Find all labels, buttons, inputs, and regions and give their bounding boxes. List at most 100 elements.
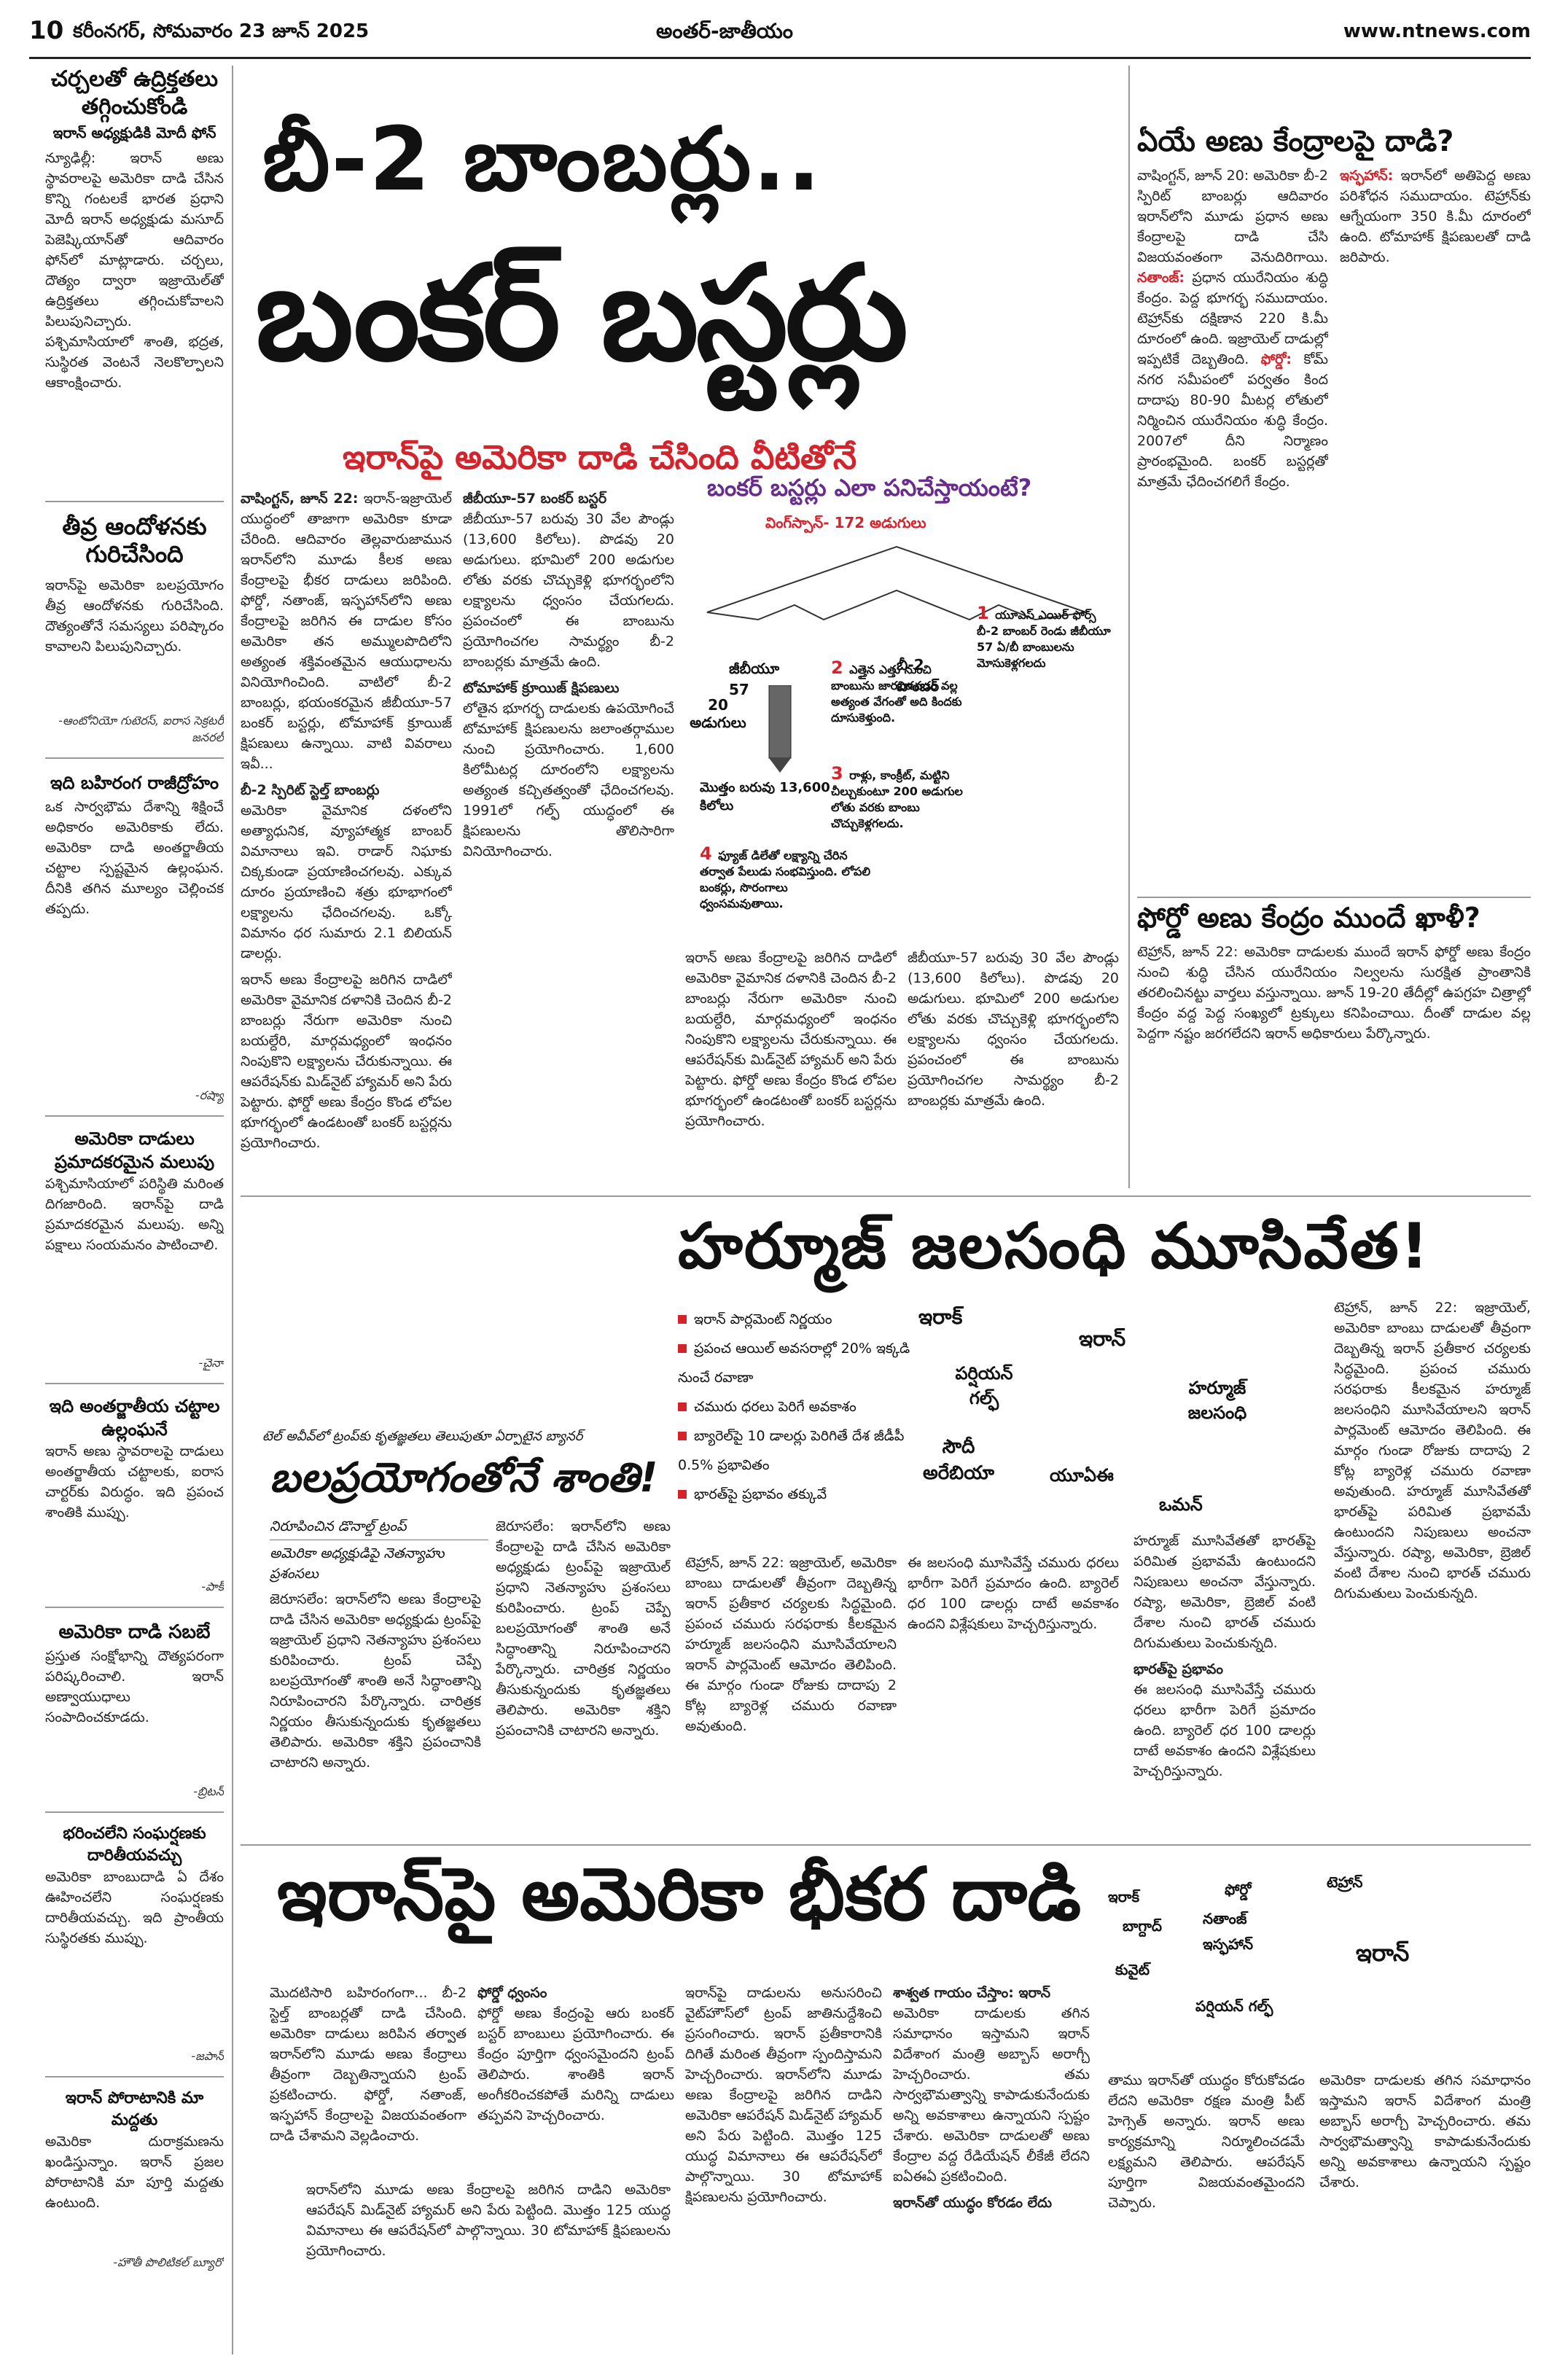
step-1: 1 యూఎస్ ఎయిర్ ఫోర్స్ బీ-2 బాంబర్‌ రెండు …	[977, 604, 1115, 671]
bottom-body7: తాము ఇరాన్‌తో యుద్ధం కోరుకోవడం లేదని అమె…	[1108, 2072, 1305, 2211]
natanz-label: నతాంజ్:	[1137, 270, 1185, 286]
trump-title: బలప్రయోగంతోనే శాంతి!	[270, 1454, 658, 1502]
hormuz-body2: హర్మూజ్ మూసివేతతో భారత్‌పై పరిమిత ప్రభావ…	[1133, 1533, 1316, 1651]
brief-credit: -హౌతీ పొలిటికల్ బ్యూరో	[113, 2255, 224, 2269]
hormuz-col3: హర్మూజ్ మూసివేతతో భారత్‌పై పరిమిత ప్రభావ…	[1133, 1531, 1316, 1844]
bottom-title: ఇరాన్‌పై అమెరికా భీకర దాడి	[277, 1852, 1082, 1937]
bomb-body	[768, 685, 792, 759]
brief-body: పశ్చిమాసియాలో పరిస్థితి మరింత దిగజారింది…	[45, 1176, 224, 1253]
bomber-label: బీ-2 బాంబర్	[897, 656, 940, 695]
hormuz-body1: టెహ్రాన్, జూన్ 22: ఇజ్రాయెల్, అమెరికా బా…	[685, 1555, 897, 1734]
right-mid-body: టెహ్రాన్, జూన్ 22: అమెరికా దాడులకు ముందే…	[1137, 944, 1531, 1042]
hormuz-body3: ఈ జలసంధి మూసివేస్తే చమురు ధరలు భారీగా పె…	[908, 1555, 1119, 1632]
body-gbu: జీబీయూ-57 బరువు 30 వేల పౌండ్లు (13,600 క…	[463, 511, 674, 670]
bottom-col4: శాశ్వత గాయం చేస్తాం: ఇరాన్ అమెరికా దాడుల…	[893, 1983, 1090, 2347]
infographic-title: బంకర్ బస్టర్లు ఎలా పనిచేస్తాయంటే?	[707, 474, 1032, 502]
body-b2: అమెరికా వైమానిక దళంలోని అత్యాధునిక, వ్యూ…	[241, 803, 452, 961]
trump-deck1: నిరూపించిన డొనాల్డ్ ట్రంప్	[270, 1518, 407, 1534]
bottom-col2: ఫోర్డో ధ్వంసం ఫోర్డో అణు కేంద్రంపై ఆరు బ…	[477, 1983, 674, 2172]
bottom-body5: అమెరికా దాడులకు తగిన సమాధానం ఇస్తామని ఇర…	[893, 2005, 1090, 2144]
bottom-body3-cont: ఇరాన్‌లోని మూడు అణు కేంద్రాలపై జరిగిన దా…	[685, 2067, 882, 2205]
hormuz-map: ఇరాక్ ఇరాన్ పర్షియన్ గల్ఫ్ హర్మూజ్ జలసంధ…	[918, 1298, 1327, 1516]
hormuz-bullet: భారత్‌పై ప్రభావం తక్కువే	[678, 1480, 911, 1509]
sub-b2: బీ-2 స్పిరిట్ స్టెల్త్ బాంబర్లు	[241, 782, 380, 798]
main-story-col2: జీబీయూ-57 బంకర్ బస్టర్ జీబీయూ-57 బరువు 3…	[463, 488, 674, 1188]
hormuz-col2: ఈ జలసంధి మూసివేస్తే చమురు ధరలు భారీగా పె…	[908, 1553, 1119, 1844]
map-label-baghdad: బాగ్దాద్	[1123, 1917, 1162, 1935]
brief-7: భరించలేని సంఘర్షణకు దారితీయవచ్చు అమెరికా…	[45, 1823, 224, 2066]
bottom-sub-fordo: ఫోర్డో ధ్వంసం	[477, 1985, 547, 2001]
bottom-col3: ఇరాన్‌పై దాడులను అనుసరించి వైట్‌హౌస్‌లో …	[685, 1983, 882, 2347]
bottom-col-wide: ఇరాన్‌లోని మూడు అణు కేంద్రాలపై జరిగిన దా…	[306, 2180, 671, 2347]
divider	[45, 1383, 224, 1384]
brief-5: ఇది అంతర్జాతీయ చట్టాల ఉల్లంఘనే ఇరాన్ అణు…	[45, 1394, 224, 1596]
brief-title: ఇది బహిరంగ రాజీద్రోహం	[50, 773, 219, 793]
brief-title: అమెరికా దాడి సబబే	[58, 1621, 211, 1643]
map-label-gulf: పర్షియన్ గల్ఫ్	[955, 1363, 1013, 1408]
bomb-tip	[769, 758, 791, 773]
step-3-number: 3	[831, 763, 850, 784]
wingspan-label: వింగ్‌స్పాన్- 172 అడుగులు	[765, 514, 926, 531]
main-right-rule	[1128, 66, 1130, 1188]
step-4-number: 4	[700, 843, 719, 864]
main-title-line1: బీ-2 బాంబర్లు..	[262, 109, 822, 211]
bottom-body1: మొదటిసారి బహిరంగంగా... బీ-2 స్టెల్త్ బాం…	[270, 1985, 467, 2144]
hormuz-col4: టెహ్రాన్, జూన్ 22: ఇజ్రాయెల్, అమెరికా బా…	[1334, 1298, 1531, 1844]
isfahan-body: ఇరాన్‌లో అతిపెద్ద అణు పరిశోధన సముదాయం. ట…	[1340, 168, 1531, 265]
sub-gbu: జీబీయూ-57 బంకర్ బస్టర్	[463, 491, 607, 507]
bomb-label: జీబీయూ 57	[729, 660, 780, 698]
section-name: అంతర్-జాతీయం	[656, 19, 793, 43]
brief-credit: -జపాన్	[191, 2049, 224, 2063]
brief-body: న్యూఢిల్లీ: ఇరాన్ అణు స్థావరాలపై అమెరికా…	[45, 150, 224, 391]
map-label-iran: ఇరాన్	[1356, 1939, 1410, 1967]
brief-6: అమెరికా దాడి సబబే ప్రస్తుత సంక్షోభాన్ని …	[45, 1618, 224, 1801]
brief-1: చర్చలతో ఉద్రిక్తతలు తగ్గించుకోండి ఇరాన్ …	[45, 66, 224, 491]
trump-body-col2: జెరూసలేం: ఇరాన్‌లోని అణు కేంద్రాలపై దాడి…	[496, 1518, 671, 1739]
bottom-body7-cont: అమెరికా దాడులకు తగిన సమాధానం ఇస్తామని ఇర…	[1319, 2072, 1531, 2190]
bottom-body4: ఇరాన్‌పై దాడులను అనుసరించి వైట్‌హౌస్‌లో …	[685, 1985, 882, 2083]
bottom-sub-end: ఇరాన్‌తో యుద్ధం కోరడం లేదు	[893, 2195, 1053, 2211]
main-story-col4: జీబీయూ-57 బరువు 30 వేల పౌండ్లు (13,600 క…	[908, 948, 1119, 1188]
bottom-col1: మొదటిసారి బహిరంగంగా... బీ-2 స్టెల్త్ బాం…	[270, 1983, 467, 2172]
mid-divider	[241, 1195, 1531, 1197]
map-label-uae: యూఏఈ	[1050, 1465, 1114, 1486]
trump-body-col1: జెరూసలేం: ఇరాన్‌లోని అణు కేంద్రాలపై దాడి…	[270, 1591, 481, 1771]
hormuz-body-right: టెహ్రాన్, జూన్ 22: ఇజ్రాయెల్, అమెరికా బా…	[1334, 1300, 1531, 1499]
map-label-kuwait: కువైట్	[1115, 1961, 1150, 1978]
step-3-text: రాళ్లు, కాంక్రీట్, మట్టిని చీల్చుకుంటూ 2…	[831, 768, 963, 830]
main-byline: వాషింగ్టన్, జూన్ 22:	[241, 491, 359, 507]
right-divider	[1137, 897, 1531, 898]
brief-body: అమెరికా దురాక్రమణను ఖండిస్తున్నాం. ఇరాన్…	[45, 2134, 224, 2211]
map-label-saudi: సౌదీ అరేబియా	[922, 1436, 995, 1484]
map-label-strait: హర్మూజ్ జలసంధి	[1187, 1378, 1247, 1423]
brief-body: ప్రస్తుత సంక్షోభాన్ని దౌత్యపరంగా పరిష్కర…	[45, 1648, 224, 1725]
map-label-iraq: ఇరాక్	[918, 1305, 963, 1329]
natanz-body: ప్రధాన యురేనియం శుద్ధి కేంద్రం. పెద్ద భూ…	[1137, 270, 1328, 367]
bottom-body3: ఇరాన్‌లోని మూడు అణు కేంద్రాలపై జరిగిన దా…	[306, 2182, 671, 2259]
fordo-label: ఫోర్డో:	[1260, 351, 1292, 367]
left-column: చర్చలతో ఉద్రిక్తతలు తగ్గించుకోండి ఇరాన్ …	[45, 66, 224, 2354]
trump-deck: నిరూపించిన డొనాల్డ్ ట్రంప్ అమెరికా అధ్యక…	[270, 1516, 488, 1584]
brief-body: ఇరాన్ అణు స్థావరాలపై దాడులు అంతర్జాతీయ చ…	[45, 1443, 224, 1521]
hormuz-body-right-cont: హర్మూజ్ మూసివేతతో భారత్‌పై పరిమిత ప్రభావ…	[1334, 1483, 1531, 1601]
right-top-title: ఏయే అణు కేంద్రాలపై దాడి?	[1137, 125, 1454, 158]
bottom-body2: ఫోర్డో అణు కేంద్రంపై ఆరు బంకర్ బస్టర్ బా…	[477, 2005, 674, 2123]
step-4: 4 ఫ్యూజ్ డిలేతో లక్ష్యాన్ని చేరిన తర్వాత…	[700, 843, 875, 912]
right-mid-title: ఫోర్డో అణు కేంద్రం ముందే ఖాళీ?	[1137, 902, 1480, 934]
left-column-rule	[232, 66, 233, 2354]
map-label-iran: ఇరాన్	[1079, 1327, 1126, 1351]
page-number: 10	[29, 16, 64, 45]
right-mid-story: ఫోర్డో అణు కేంద్రం ముందే ఖాళీ? టెహ్రాన్,…	[1137, 904, 1531, 1188]
hormuz-bullet: ప్రపంచ ఆయిల్ అవసరాల్లో 20% ఇక్కడి నుంచే …	[678, 1341, 910, 1386]
map-label-tehran: టెహ్రాన్	[1327, 1873, 1363, 1891]
step-1-text: యూఎస్ ఎయిర్ ఫోర్స్ బీ-2 బాంబర్‌ రెండు జీ…	[977, 608, 1111, 670]
body-more: ఇరాన్ అణు కేంద్రాలపై జరిగిన దాడిలో అమెరి…	[241, 972, 452, 1151]
weight-label: మొత్తం బరువు 13,600 కిలోలు	[700, 780, 830, 814]
brief-title: ఇరాన్ పోరాటానికి మా మద్దతు	[65, 2089, 204, 2129]
website: www.ntnews.com	[1343, 20, 1531, 42]
brief-8: ఇరాన్ పోరాటానికి మా మద్దతు అమెరికా దురాక…	[45, 2088, 224, 2272]
divider	[45, 2076, 224, 2077]
brief-title: తీవ్ర ఆందోళనకు గురిచేసింది	[62, 512, 207, 568]
brief-credit: -చైనా	[198, 1356, 224, 1370]
brief-4: అమెరికా దాడులు ప్రమాదకరమైన మలుపు పశ్చిమా…	[45, 1127, 224, 1373]
